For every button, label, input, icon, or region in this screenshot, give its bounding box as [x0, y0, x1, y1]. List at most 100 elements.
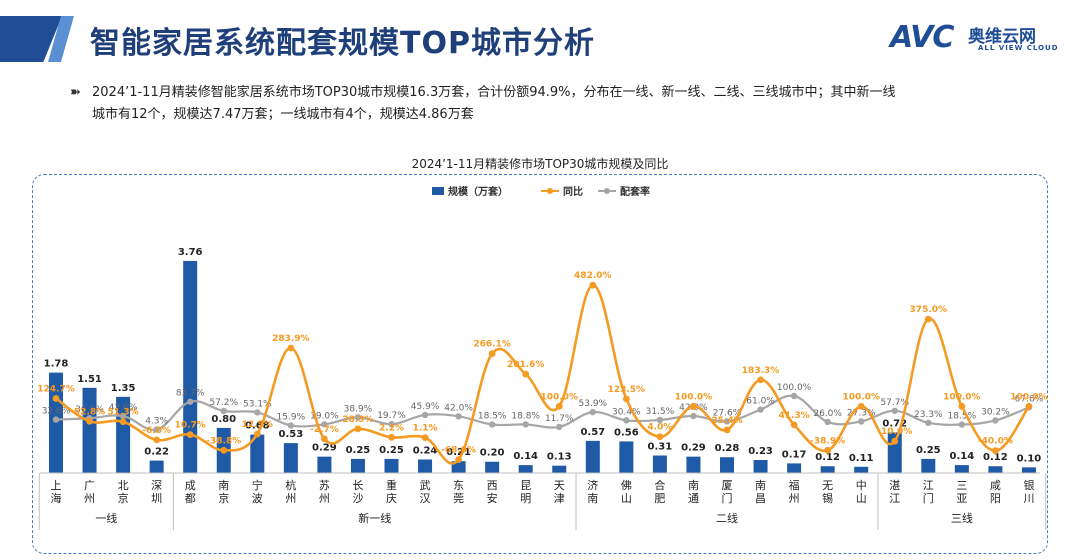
x-tick-label: 南京 [218, 479, 229, 505]
yoy-data-label: 1.1% [413, 424, 438, 434]
bar-data-label: 0.56 [614, 427, 639, 438]
bar-data-label: 0.22 [144, 447, 169, 458]
group-label: 一线 [95, 511, 117, 525]
yoy-point [757, 376, 764, 384]
rate-point [488, 421, 496, 428]
bar [787, 463, 802, 473]
yoy-point [857, 402, 865, 410]
summary-line-2: 城市有12个，规模达7.47万套；一线城市有4个，规模达4.86万套 [92, 107, 474, 122]
rate-point [623, 417, 630, 424]
rate-data-label: 45.9% [411, 402, 440, 412]
yoy-data-label: 100.0% [842, 392, 880, 402]
rate-point [522, 421, 529, 428]
rate-data-label: 57.2% [209, 398, 238, 408]
rate-data-label: 18.8% [511, 411, 540, 421]
rate-point [52, 416, 60, 423]
rate-data-label: 31.5% [646, 407, 675, 417]
summary-line-1: 2024’1-11月精装修智能家居系统市场TOP30城市规模16.3万套，合计份… [92, 85, 896, 100]
yoy-data-label: 266.1% [473, 340, 511, 350]
rate-point [925, 419, 932, 427]
yoy-data-label: 482.0% [574, 271, 612, 281]
rate-data-label: 32.6% [42, 407, 71, 417]
yoy-point [119, 418, 127, 426]
rate-data-label: 83.7% [176, 389, 205, 399]
bar-data-label: 0.24 [413, 445, 438, 456]
rate-point [321, 421, 328, 428]
rate-data-label: 42.6% [109, 403, 138, 413]
rate-point [287, 422, 295, 429]
yoy-data-label: 123.5% [608, 385, 646, 395]
yoy-point [488, 350, 496, 358]
yoy-point [287, 344, 295, 352]
x-tick-label: 西安 [487, 479, 498, 505]
x-tick-label: 东莞 [453, 479, 464, 505]
yoy-point [1025, 402, 1033, 410]
bar-data-label: 0.72 [882, 418, 907, 429]
x-tick-label: 天津 [554, 479, 565, 505]
x-tick-label: 江门 [923, 479, 934, 505]
rate-point [992, 417, 999, 424]
bar [585, 440, 600, 473]
yoy-data-label: -68.0% [441, 446, 476, 456]
yoy-point [723, 426, 731, 434]
bullet-arrow-icon: ➽ [70, 85, 81, 100]
yoy-data-label: 100.0% [675, 392, 713, 402]
rate-data-label: 18.5% [478, 412, 507, 422]
bar-data-label: 3.76 [178, 247, 203, 258]
bar-data-label: 0.17 [782, 449, 807, 460]
header: 智能家居系统配套规模TOP城市分析 AVC 奥维云网 ALL VIEW CLOU… [0, 0, 1080, 74]
bar [887, 432, 902, 473]
rate-data-label: 30.4% [612, 407, 641, 417]
rate-data-label: 57.7% [880, 398, 909, 408]
bar-data-label: 0.29 [312, 443, 337, 454]
yoy-data-label: -38.8% [206, 436, 241, 446]
bar-data-label: 1.35 [111, 383, 136, 394]
rate-point [354, 414, 362, 421]
bar [82, 387, 97, 473]
x-tick-label: 湛江 [889, 479, 900, 505]
bar [552, 465, 567, 473]
bar [1021, 467, 1036, 473]
bar [283, 443, 298, 473]
yoy-data-label: 10.7% [175, 421, 206, 431]
logo-english-name: ALL VIEW CLOUD [978, 44, 1059, 52]
rate-point [455, 413, 462, 420]
yoy-point [52, 395, 60, 402]
bar-data-label: 0.80 [211, 414, 236, 425]
yoy-point [388, 433, 395, 441]
x-tick-label: 武汉 [420, 479, 431, 505]
bar [921, 458, 936, 473]
yoy-point [455, 456, 462, 463]
avc-logo: AVC 奥维云网 ALL VIEW CLOUD [890, 20, 1060, 56]
x-tick-label: 成都 [185, 479, 196, 505]
bar-data-label: 0.28 [715, 443, 740, 454]
chart-frame [32, 174, 1048, 554]
yoy-point [555, 402, 563, 410]
bar-data-label: 0.10 [1017, 453, 1042, 464]
rate-data-label: 19.0% [310, 411, 339, 421]
legend-label: 配套率 [620, 185, 650, 198]
bar-data-label: 0.23 [748, 446, 773, 457]
rate-data-label: 23.3% [914, 410, 943, 420]
yoy-data-label: 2.2% [379, 423, 404, 433]
yoy-data-label: -40.0% [978, 437, 1013, 447]
x-tick-label: 重庆 [386, 478, 397, 505]
yoy-data-label: 41.3% [778, 411, 809, 421]
legend-swatch-bar [432, 187, 444, 195]
rate-point [656, 416, 664, 424]
yoy-point [421, 434, 429, 442]
bar-data-label: 0.29 [681, 443, 706, 454]
x-tick-label: 上海 [51, 479, 62, 505]
yoy-data-label: 375.0% [910, 305, 948, 315]
yoy-data-label: -6.0% [142, 426, 171, 436]
bar-data-label: 0.57 [580, 427, 605, 438]
bar-data-label: 1.78 [44, 359, 69, 370]
yoy-point [522, 370, 530, 378]
group-label: 新一线 [358, 511, 391, 525]
x-tick-label: 咸阳 [990, 479, 1001, 505]
bar [619, 441, 634, 473]
bar-data-label: 0.13 [547, 452, 572, 463]
rate-data-label: 27.6% [713, 408, 742, 418]
yoy-data-label: 183.3% [742, 366, 780, 376]
rate-data-label: 27.3% [847, 408, 876, 418]
